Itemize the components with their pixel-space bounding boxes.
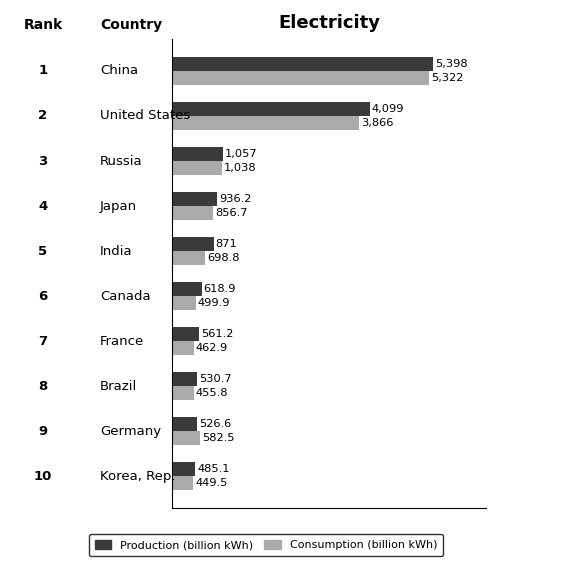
Bar	[172, 281, 201, 296]
Text: 499.9: 499.9	[198, 298, 231, 309]
Text: 618.9: 618.9	[204, 284, 236, 294]
Text: 4,099: 4,099	[372, 104, 404, 114]
Text: Russia: Russia	[100, 155, 143, 168]
Text: 9: 9	[38, 425, 47, 438]
Text: 871: 871	[216, 239, 237, 249]
Text: 5: 5	[38, 245, 47, 258]
Text: 5,398: 5,398	[435, 59, 467, 69]
Bar	[172, 192, 217, 206]
Bar	[172, 251, 205, 266]
Bar	[172, 56, 433, 71]
Text: 526.6: 526.6	[199, 419, 231, 429]
Bar	[172, 147, 223, 161]
Text: Korea, Rep.: Korea, Rep.	[100, 470, 176, 483]
Bar	[172, 102, 370, 116]
Text: 4: 4	[38, 200, 47, 213]
Text: 530.7: 530.7	[199, 374, 232, 384]
Text: 449.5: 449.5	[195, 478, 228, 488]
Text: 561.2: 561.2	[201, 329, 233, 339]
Bar	[172, 206, 213, 221]
Text: 6: 6	[38, 289, 47, 302]
Bar	[172, 161, 222, 175]
Text: Rank: Rank	[23, 19, 62, 32]
Text: 1,057: 1,057	[225, 149, 257, 159]
Text: 2: 2	[38, 109, 47, 122]
Text: 7: 7	[38, 334, 47, 347]
Bar	[172, 417, 197, 431]
Text: 462.9: 462.9	[196, 343, 228, 353]
Text: Germany: Germany	[100, 425, 161, 438]
Text: 1: 1	[38, 64, 47, 77]
Text: 1,038: 1,038	[224, 163, 256, 173]
Text: France: France	[100, 334, 144, 347]
Text: 3: 3	[38, 155, 47, 168]
Text: 485.1: 485.1	[197, 464, 229, 474]
Bar	[172, 327, 198, 341]
Bar	[172, 296, 196, 310]
Bar	[172, 237, 214, 251]
Bar	[172, 386, 194, 400]
Bar	[172, 116, 359, 130]
Text: 698.8: 698.8	[208, 253, 240, 263]
Bar	[172, 476, 193, 491]
Text: 936.2: 936.2	[219, 194, 251, 204]
Text: India: India	[100, 245, 133, 258]
Text: 3,866: 3,866	[361, 118, 393, 128]
Text: 856.7: 856.7	[215, 208, 248, 218]
Text: Country: Country	[100, 19, 162, 32]
Bar	[172, 462, 195, 476]
Bar	[172, 341, 194, 355]
Title: Electricity: Electricity	[278, 14, 380, 32]
Bar	[172, 71, 429, 85]
Text: China: China	[100, 64, 138, 77]
Text: 5,322: 5,322	[431, 73, 463, 83]
Text: Japan: Japan	[100, 200, 137, 213]
Text: Brazil: Brazil	[100, 380, 137, 393]
Text: 8: 8	[38, 380, 47, 393]
Bar	[172, 431, 200, 446]
Legend: Production (billion kWh), Consumption (billion kWh): Production (billion kWh), Consumption (b…	[89, 534, 443, 556]
Text: 582.5: 582.5	[202, 433, 234, 443]
Text: 455.8: 455.8	[196, 388, 228, 398]
Text: United States: United States	[100, 109, 190, 122]
Text: Canada: Canada	[100, 289, 151, 302]
Text: 10: 10	[34, 470, 52, 483]
Bar	[172, 372, 197, 386]
